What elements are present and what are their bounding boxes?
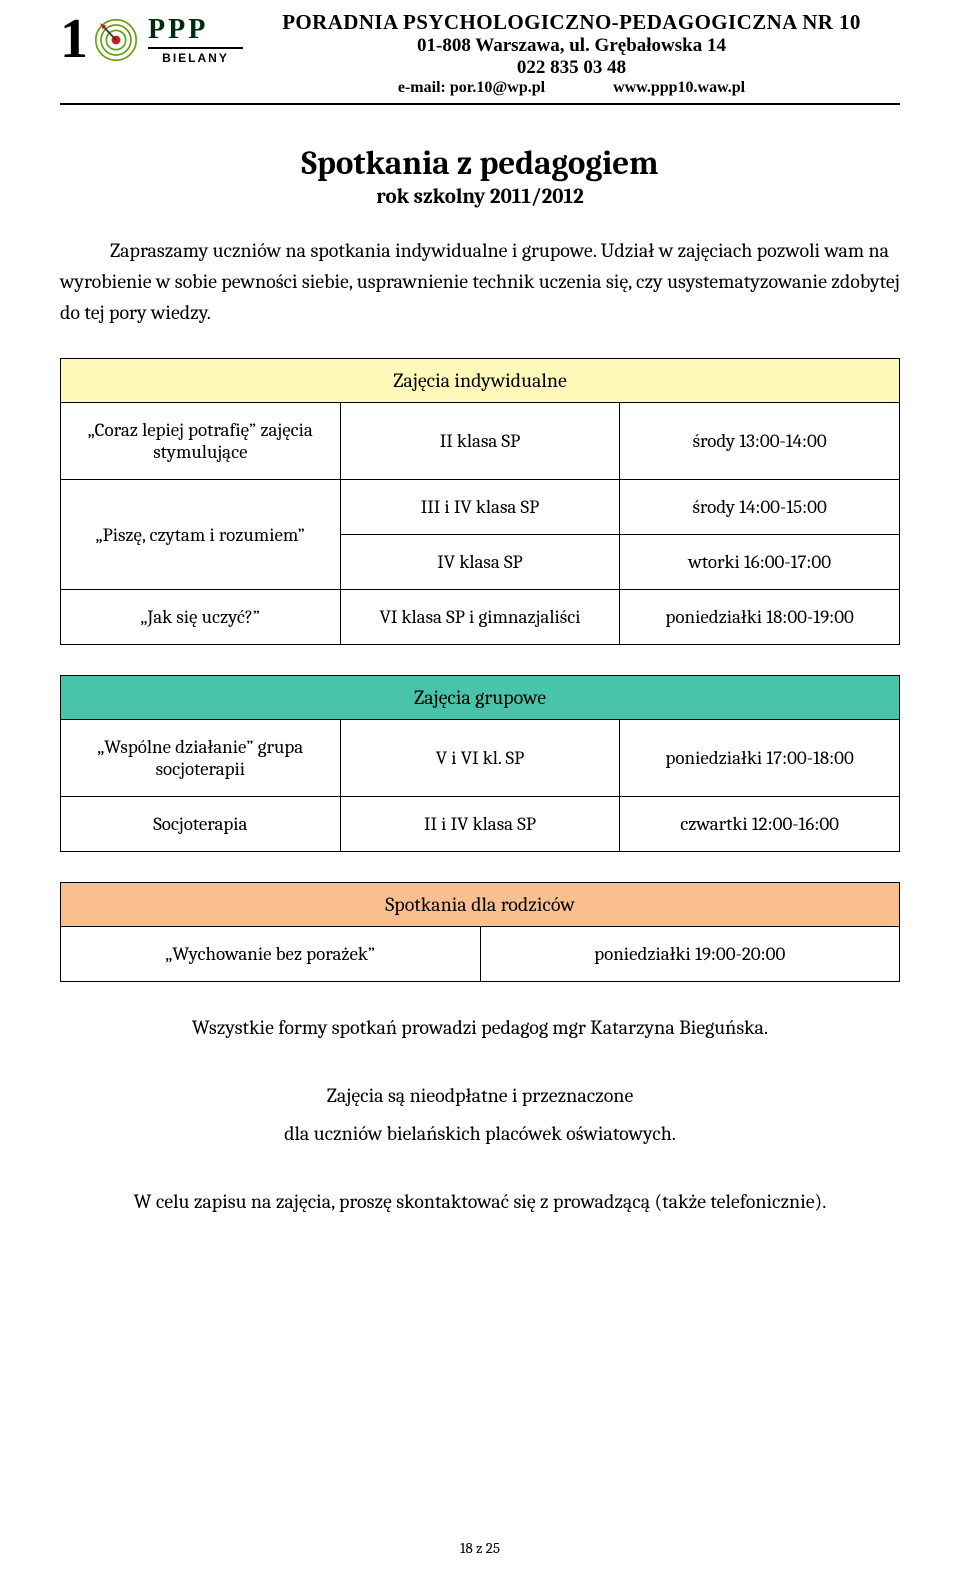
section-header-individual: Zajęcia indywidualne — [61, 359, 900, 403]
cell-group: IV klasa SP — [340, 535, 620, 590]
org-phone: 022 835 03 48 — [243, 57, 900, 79]
cell-time: wtorki 16:00-17:00 — [620, 535, 900, 590]
table-row: „Jak się uczyć?” VI klasa SP i gimnazjal… — [61, 590, 900, 645]
logo-underline — [148, 47, 243, 49]
cell-name: Socjoterapia — [61, 797, 341, 852]
footer-line-3: dla uczniów bielańskich placówek oświato… — [60, 1118, 900, 1150]
section-header-group: Zajęcia grupowe — [61, 676, 900, 720]
page-title: Spotkania z pedagogiem — [60, 145, 900, 183]
logo-digit: 1 — [60, 14, 88, 64]
target-icon — [94, 18, 138, 62]
letterhead: 1 PPP BIELANY PORADNIA PSYCHOLOGICZNO-PE… — [60, 10, 900, 105]
cell-name: „Coraz lepiej potrafię” zajęcia stymuluj… — [61, 403, 341, 480]
cell-time: czwartki 12:00-16:00 — [620, 797, 900, 852]
org-email: e-mail: por.10@wp.pl — [398, 79, 545, 96]
logo-subtitle: BIELANY — [148, 51, 243, 65]
logo-text-block: PPP BIELANY — [148, 16, 243, 65]
cell-group: II i IV klasa SP — [340, 797, 620, 852]
org-name: PORADNIA PSYCHOLOGICZNO-PEDAGOGICZNA NR … — [243, 10, 900, 35]
logo-ppp: PPP — [148, 16, 243, 44]
org-address: 01-808 Warszawa, ul. Grębałowska 14 — [243, 35, 900, 57]
section-header-parents: Spotkania dla rodziców — [61, 883, 900, 927]
org-website: www.ppp10.waw.pl — [613, 79, 745, 96]
cell-group: VI klasa SP i gimnazjaliści — [340, 590, 620, 645]
header-info: PORADNIA PSYCHOLOGICZNO-PEDAGOGICZNA NR … — [243, 10, 900, 97]
cell-name: „Wychowanie bez porażek” — [61, 927, 481, 982]
table-row: „Wychowanie bez porażek” poniedziałki 19… — [61, 927, 900, 982]
footer-line-4: W celu zapisu na zajęcia, proszę skontak… — [60, 1186, 900, 1218]
cell-name: „Jak się uczyć?” — [61, 590, 341, 645]
page-subtitle: rok szkolny 2011/2012 — [60, 185, 900, 209]
footer-line-2: Zajęcia są nieodpłatne i przeznaczone — [60, 1080, 900, 1112]
cell-time: środy 14:00-15:00 — [620, 480, 900, 535]
cell-name: „Wspólne działanie” grupa socjoterapii — [61, 720, 341, 797]
cell-group: II klasa SP — [340, 403, 620, 480]
page-number: 18 z 25 — [0, 1539, 960, 1557]
table-row: „Piszę, czytam i rozumiem” III i IV klas… — [61, 480, 900, 535]
footer-line-1: Wszystkie formy spotkań prowadzi pedagog… — [60, 1012, 900, 1044]
cell-time: poniedziałki 18:00-19:00 — [620, 590, 900, 645]
cell-time: poniedziałki 17:00-18:00 — [620, 720, 900, 797]
cell-name: „Piszę, czytam i rozumiem” — [61, 480, 341, 590]
cell-group: V i VI kl. SP — [340, 720, 620, 797]
table-group: Zajęcia grupowe „Wspólne działanie” grup… — [60, 675, 900, 852]
table-individual: Zajęcia indywidualne „Coraz lepiej potra… — [60, 358, 900, 645]
table-row: „Wspólne działanie” grupa socjoterapii V… — [61, 720, 900, 797]
table-row: Socjoterapia II i IV klasa SP czwartki 1… — [61, 797, 900, 852]
logo: 1 PPP BIELANY — [60, 14, 243, 65]
table-row: „Coraz lepiej potrafię” zajęcia stymuluj… — [61, 403, 900, 480]
org-contact: e-mail: por.10@wp.pl www.ppp10.waw.pl — [243, 79, 900, 97]
cell-time: poniedziałki 19:00-20:00 — [480, 927, 900, 982]
table-parents: Spotkania dla rodziców „Wychowanie bez p… — [60, 882, 900, 982]
intro-paragraph: Zapraszamy uczniów na spotkania indywidu… — [60, 235, 900, 328]
cell-time: środy 13:00-14:00 — [620, 403, 900, 480]
cell-group: III i IV klasa SP — [340, 480, 620, 535]
document-page: 1 PPP BIELANY PORADNIA PSYCHOLOGICZNO-PE… — [0, 0, 960, 1258]
